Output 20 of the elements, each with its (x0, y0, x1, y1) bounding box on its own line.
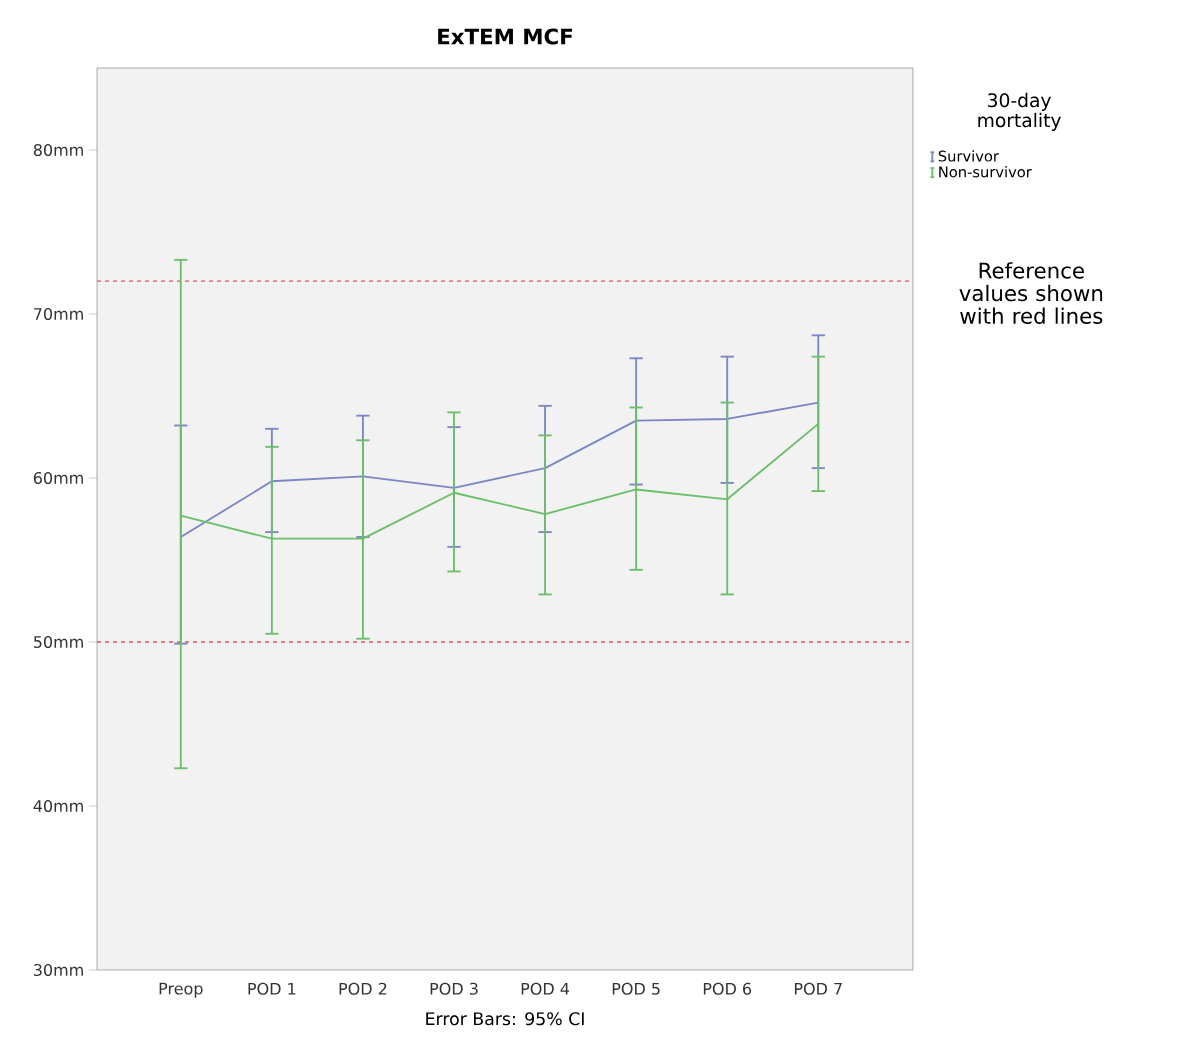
x-tick-label: POD 6 (703, 982, 752, 995)
text: Reference values shown with red lines (959, 262, 1103, 324)
x-axis-title: Error Bars: 95% CI (426, 1012, 584, 1026)
y-tick-label: 40mm (33, 799, 83, 813)
x-tick-label: POD 7 (794, 982, 842, 995)
x-tick-label: POD 4 (521, 982, 570, 995)
y-tick-label: 80mm (33, 143, 83, 157)
y-tick-label: 30mm (33, 963, 83, 977)
legend-title: 30-day mortality (978, 92, 1061, 131)
x-tick-label: Preop (159, 982, 203, 998)
x-tick-label: POD 3 (430, 982, 478, 995)
legend-label: Non-survivor (939, 166, 1032, 178)
x-tick-label: POD 5 (612, 982, 660, 995)
y-tick-label: 50mm (34, 635, 83, 649)
y-tick-label: 70mm (34, 307, 83, 321)
y-tick-label: 60mm (33, 471, 83, 485)
x-tick-label: POD 2 (339, 982, 387, 995)
legend-label: Survivor (938, 150, 999, 162)
x-tick-label: POD 1 (248, 982, 296, 995)
chart-title: ExTEM MCF (438, 28, 572, 45)
